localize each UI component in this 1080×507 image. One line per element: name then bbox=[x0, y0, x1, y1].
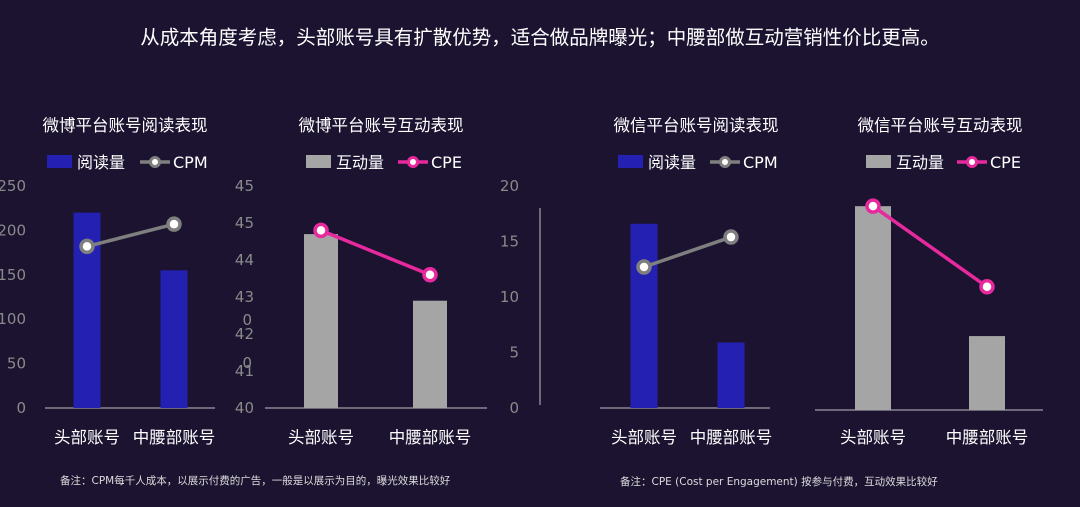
line-point bbox=[865, 198, 881, 214]
y-tick-label: 100 bbox=[0, 310, 26, 328]
legend-swatch-reads bbox=[47, 155, 72, 168]
plot-area: 0 50 100 150 200 250 头部账号 中腰部账号 bbox=[0, 177, 215, 447]
series-line bbox=[871, 204, 989, 289]
legend-marker-cpe bbox=[966, 156, 978, 168]
legend-swatch-reads bbox=[618, 155, 643, 168]
y-tick-label: 15 bbox=[500, 233, 519, 251]
line-point bbox=[422, 267, 438, 283]
plot-area: 0 5 10 15 20 头部账号 中腰部账号 bbox=[500, 177, 772, 447]
line-point bbox=[313, 222, 329, 239]
line-point bbox=[979, 279, 995, 295]
y-tick-label-overlap: 0 bbox=[242, 311, 252, 329]
y-tick-label: 44 bbox=[235, 251, 254, 269]
bar bbox=[413, 300, 447, 408]
category-label: 头部账号 bbox=[840, 428, 906, 447]
bar bbox=[630, 223, 658, 408]
bar bbox=[969, 336, 1005, 410]
bar bbox=[855, 206, 891, 410]
bar bbox=[717, 342, 745, 408]
category-label: 头部账号 bbox=[288, 428, 354, 447]
legend-label-interactions: 互动量 bbox=[896, 153, 944, 172]
footnote-cpe: 备注：CPE (Cost per Engagement) 按参与付费，互动效果比… bbox=[620, 476, 938, 488]
line-point bbox=[636, 259, 652, 275]
y-tick-label: 200 bbox=[0, 221, 26, 239]
chart-wechat-interaction: 微信平台账号互动表现 互动量 CPE 头部账号 中腰部账号 bbox=[815, 116, 1043, 447]
category-label: 中腰部账号 bbox=[946, 428, 1029, 447]
chart-weibo-reading: 微博平台账号阅读表现 阅读量 CPM 0 50 100 150 200 250 头部账号 中腰… bbox=[0, 116, 215, 447]
legend-label-interactions: 互动量 bbox=[336, 153, 384, 172]
legend-label-cpm: CPM bbox=[743, 153, 778, 172]
series-line bbox=[643, 235, 732, 269]
y-tick-label-overlap: 0 bbox=[242, 354, 252, 372]
series-line bbox=[320, 228, 431, 277]
line-point bbox=[79, 238, 95, 255]
y-tick-label: 40 bbox=[235, 399, 254, 417]
legend-label-reads: 阅读量 bbox=[77, 153, 125, 172]
y-tick-label: 50 bbox=[7, 355, 26, 373]
chart-wechat-reading: 微信平台账号阅读表现 阅读量 CPM 0 5 10 15 20 头部账号 中腰部账号 bbox=[500, 116, 779, 447]
legend-marker-cpe bbox=[407, 156, 419, 168]
category-label: 头部账号 bbox=[611, 428, 677, 447]
y-tick-label: 10 bbox=[500, 288, 519, 306]
page-headline: 从成本角度考虑，头部账号具有扩散优势，适合做品牌曝光；中腰部做互动营销性价比更高… bbox=[140, 26, 940, 49]
legend: 阅读量 CPM bbox=[47, 153, 208, 172]
legend: 阅读量 CPM bbox=[618, 153, 778, 172]
y-tick-label: 0 bbox=[509, 399, 519, 417]
y-tick-label: 5 bbox=[509, 344, 519, 362]
legend-label-reads: 阅读量 bbox=[648, 153, 696, 172]
y-tick-label: 45 bbox=[235, 177, 254, 195]
y-tick-label: 20 bbox=[500, 177, 519, 195]
y-tick-label: 250 bbox=[0, 177, 26, 195]
bar bbox=[160, 270, 188, 408]
legend: 互动量 CPE bbox=[866, 153, 1021, 172]
legend-label-cpm: CPM bbox=[173, 153, 208, 172]
y-tick-label: 150 bbox=[0, 266, 26, 284]
chart-title: 微信平台账号互动表现 bbox=[858, 116, 1023, 135]
y-tick-label: 45 bbox=[235, 214, 254, 232]
plot-area: 40 41 42 43 44 45 45 0 0 头部账号 中腰部账号 bbox=[235, 177, 487, 447]
legend-swatch-interactions bbox=[866, 155, 891, 168]
legend-label-cpe: CPE bbox=[990, 153, 1021, 172]
legend: 互动量 CPE bbox=[306, 153, 462, 172]
y-tick-label: 43 bbox=[235, 288, 254, 306]
chart-title: 微博平台账号互动表现 bbox=[299, 116, 464, 135]
y-tick-label: 0 bbox=[16, 399, 26, 417]
y-tick-label: 41 bbox=[235, 362, 254, 380]
y-tick-label: 42 bbox=[235, 325, 254, 343]
series-line bbox=[86, 222, 175, 249]
category-label: 中腰部账号 bbox=[389, 428, 472, 447]
footnote-cpm: 备注：CPM每千人成本，以展示付费的广告，一般是以展示为目的，曝光效果比较好 bbox=[60, 475, 451, 487]
chart-title: 微博平台账号阅读表现 bbox=[43, 116, 208, 135]
category-label: 中腰部账号 bbox=[133, 428, 216, 447]
legend-marker-cpm bbox=[149, 156, 161, 168]
bar bbox=[304, 234, 338, 408]
legend-marker-cpm bbox=[719, 156, 731, 168]
category-label: 中腰部账号 bbox=[690, 428, 773, 447]
chart-title: 微信平台账号阅读表现 bbox=[614, 116, 779, 135]
legend-swatch-interactions bbox=[306, 155, 331, 168]
plot-area: 头部账号 中腰部账号 bbox=[815, 198, 1043, 447]
line-point bbox=[723, 229, 739, 245]
category-label: 头部账号 bbox=[54, 428, 120, 447]
chart-weibo-interaction: 微博平台账号互动表现 互动量 CPE 40 41 42 43 44 45 45 0 0 头部账号 中… bbox=[235, 116, 487, 447]
legend-label-cpe: CPE bbox=[431, 153, 462, 172]
line-point bbox=[166, 216, 182, 232]
